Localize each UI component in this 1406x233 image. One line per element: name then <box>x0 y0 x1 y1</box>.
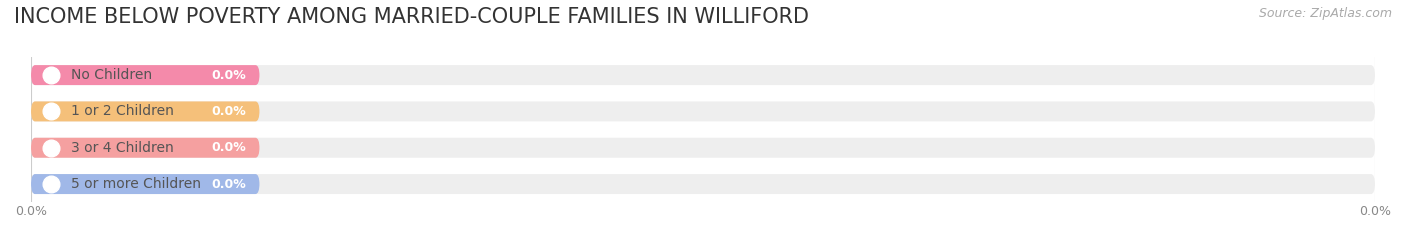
FancyBboxPatch shape <box>31 174 1375 194</box>
FancyBboxPatch shape <box>31 65 1375 85</box>
Text: 5 or more Children: 5 or more Children <box>72 177 201 191</box>
Text: 0.0%: 0.0% <box>211 178 246 191</box>
Text: 3 or 4 Children: 3 or 4 Children <box>72 141 174 155</box>
FancyBboxPatch shape <box>31 101 1375 121</box>
Text: 1 or 2 Children: 1 or 2 Children <box>72 104 174 118</box>
Text: INCOME BELOW POVERTY AMONG MARRIED-COUPLE FAMILIES IN WILLIFORD: INCOME BELOW POVERTY AMONG MARRIED-COUPL… <box>14 7 808 27</box>
FancyBboxPatch shape <box>31 138 1375 158</box>
FancyBboxPatch shape <box>31 65 260 85</box>
FancyBboxPatch shape <box>31 174 260 194</box>
Text: 0.0%: 0.0% <box>211 105 246 118</box>
FancyBboxPatch shape <box>31 138 260 158</box>
Text: Source: ZipAtlas.com: Source: ZipAtlas.com <box>1258 7 1392 20</box>
Text: No Children: No Children <box>72 68 152 82</box>
Text: 0.0%: 0.0% <box>211 69 246 82</box>
FancyBboxPatch shape <box>31 101 260 121</box>
Text: 0.0%: 0.0% <box>211 141 246 154</box>
